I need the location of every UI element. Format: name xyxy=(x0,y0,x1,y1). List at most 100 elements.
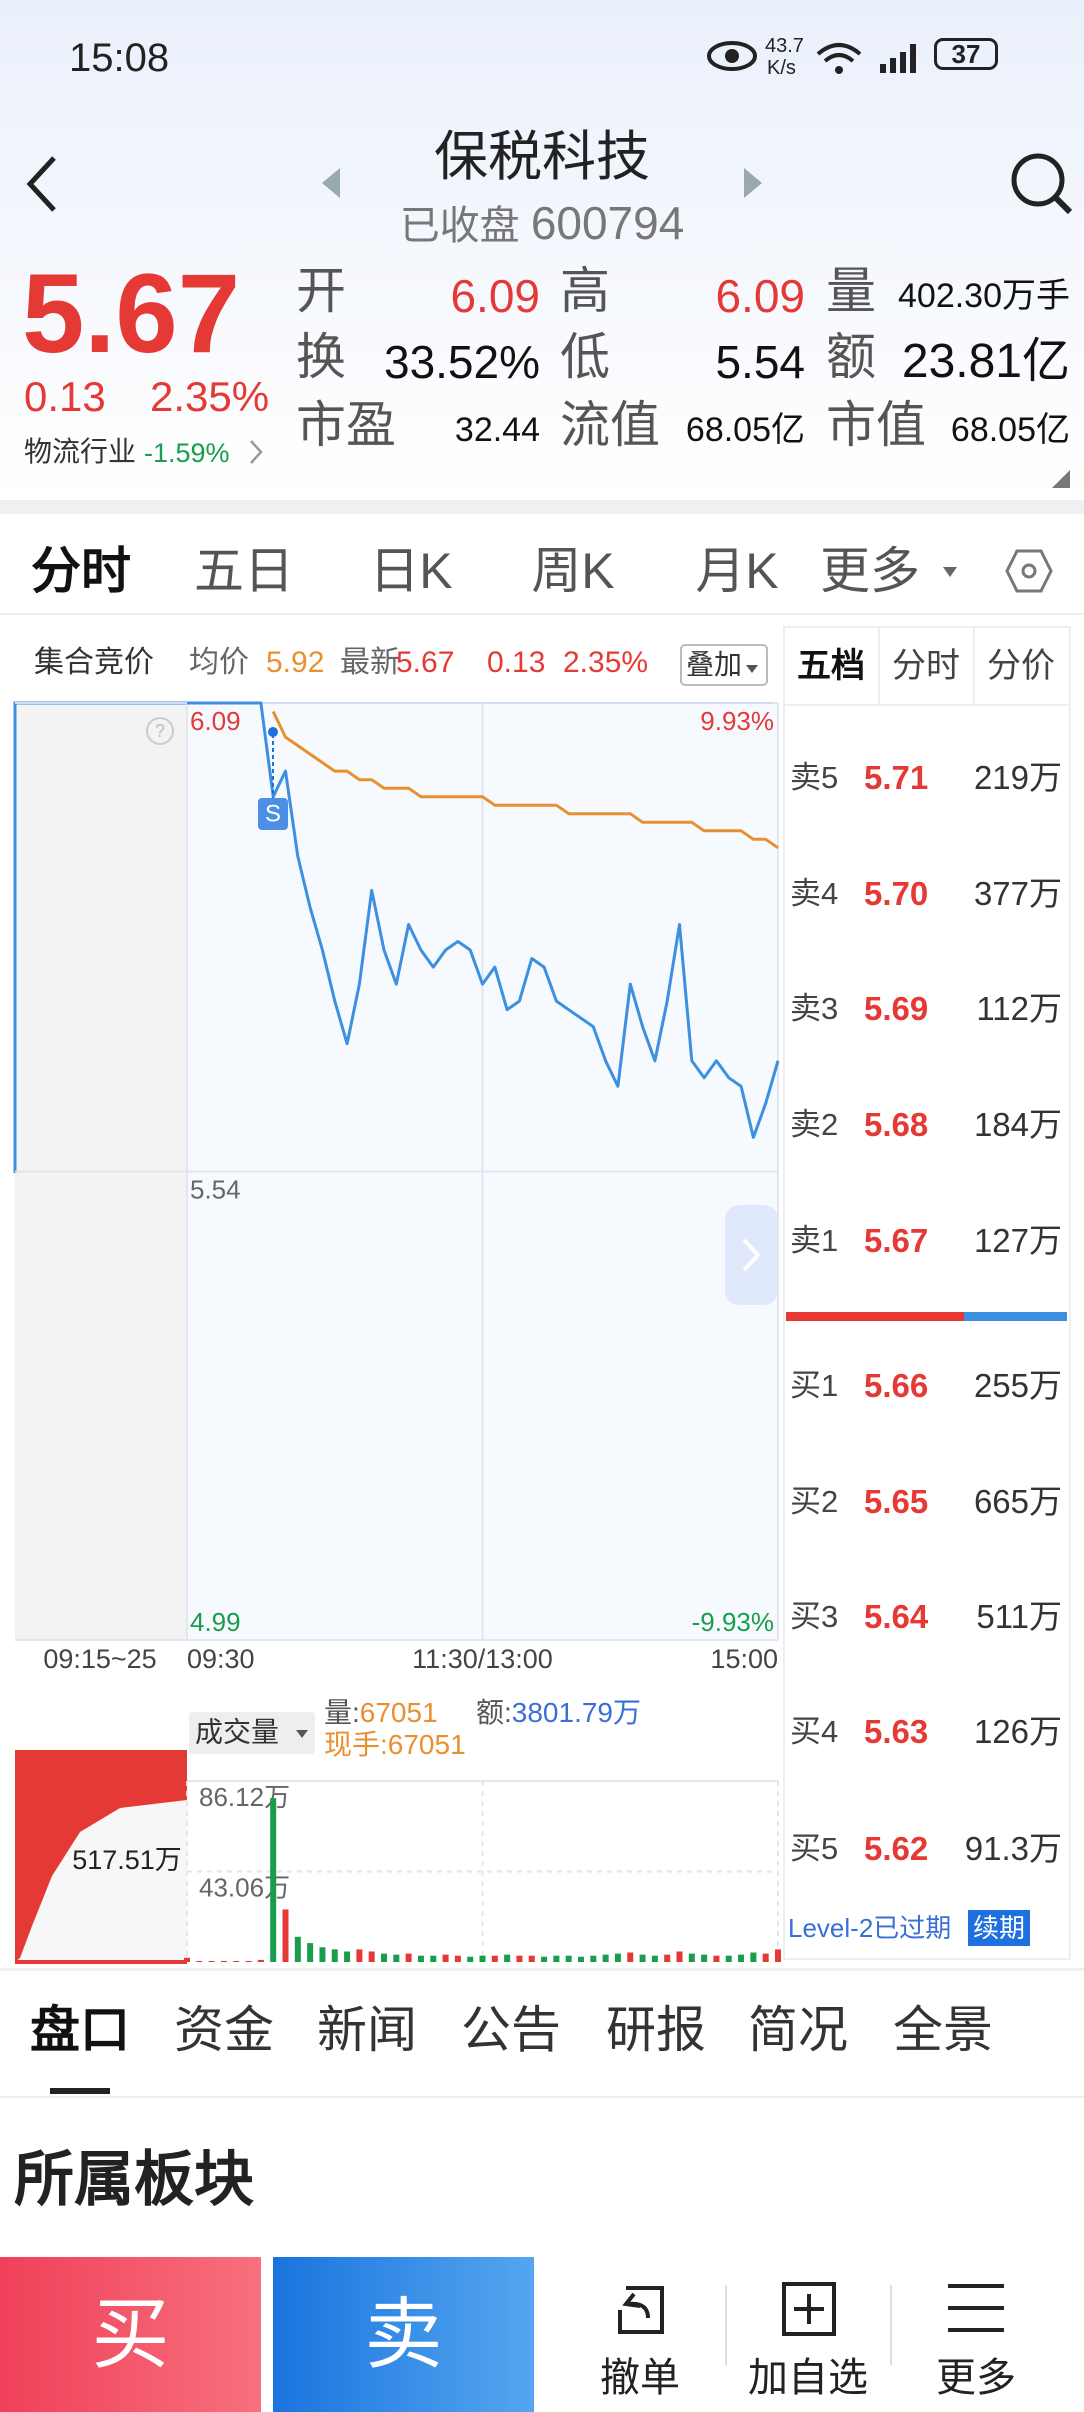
stat-value: 33.52% xyxy=(383,336,540,388)
stat-label: 额 xyxy=(826,329,876,385)
stat-value: 68.05亿 xyxy=(685,411,805,449)
bottom-tab[interactable]: 简况 xyxy=(748,2002,848,2058)
volume-bar xyxy=(294,1936,301,1962)
volume-bar xyxy=(356,1949,363,1962)
volume-bar xyxy=(639,1954,646,1962)
order-book-tab[interactable]: 分时 xyxy=(892,647,960,685)
action-item[interactable]: 更多 xyxy=(936,2356,1016,2400)
tab-divider xyxy=(878,626,880,706)
search-button[interactable] xyxy=(1008,150,1074,216)
order-book-tab-line xyxy=(783,704,1071,706)
order-volume: 511万 xyxy=(976,1598,1062,1635)
status-time: 15:08 xyxy=(69,36,170,80)
order-book-tab[interactable]: 分价 xyxy=(987,647,1055,685)
volume-bar xyxy=(220,1960,227,1962)
stock-subtitle: 已收盘 600794 xyxy=(0,200,1084,246)
volume-bar xyxy=(331,1949,338,1962)
market-status: 已收盘 xyxy=(399,204,520,248)
back-button[interactable] xyxy=(24,154,60,214)
corner-mark xyxy=(1052,470,1070,488)
next-stock[interactable] xyxy=(742,166,764,200)
trade-dot xyxy=(268,727,278,737)
bottom-tab[interactable]: 资金 xyxy=(174,2002,274,2058)
volume-bar xyxy=(775,1949,781,1962)
action-item[interactable]: 加自选 xyxy=(748,2356,868,2400)
help-icon[interactable] xyxy=(146,717,174,745)
tab-divider xyxy=(973,626,975,706)
bottom-tab[interactable]: 研报 xyxy=(606,2002,706,2058)
volume-bar xyxy=(184,1957,190,1962)
legend-value: 3801.79万 xyxy=(512,1697,641,1728)
stat-value: 23.81亿 xyxy=(901,335,1070,388)
level2-status: Level-2已过期 xyxy=(788,1913,952,1943)
chart-tab[interactable]: 日K xyxy=(369,543,453,599)
bottom-tab[interactable]: 新闻 xyxy=(317,2002,417,2058)
volume-selector[interactable] xyxy=(189,1712,315,1754)
overlay-label: 叠加 xyxy=(686,649,743,680)
volume-bar xyxy=(393,1954,400,1962)
volume-title: 成交量 xyxy=(195,1716,279,1747)
volume-bar xyxy=(590,1955,597,1962)
prev-stock[interactable] xyxy=(320,166,342,200)
volume-bar xyxy=(713,1955,720,1962)
auction-volume-area xyxy=(15,1750,187,1962)
volume-bar xyxy=(762,1953,769,1962)
chart-tab[interactable]: 五日 xyxy=(194,543,294,599)
order-level: 买2 xyxy=(790,1484,839,1519)
stat-value: 402.30万手 xyxy=(898,277,1070,315)
auction-tab[interactable]: 集合竞价 xyxy=(34,646,154,679)
bid-ratio-bar xyxy=(964,1312,1067,1321)
stock-name: 保税科技 xyxy=(434,127,650,187)
order-price: 5.68 xyxy=(864,1106,929,1143)
volume-bar xyxy=(491,1955,498,1962)
volume-bar xyxy=(208,1960,215,1962)
volume-bar xyxy=(417,1955,424,1962)
order-price: 5.63 xyxy=(864,1713,929,1750)
overlay-button[interactable]: 叠加 xyxy=(680,644,768,686)
expand-tab[interactable] xyxy=(725,1205,778,1305)
chart-tab[interactable]: 月K xyxy=(695,543,779,599)
stat-label: 高 xyxy=(560,263,610,319)
help-mark: ? xyxy=(155,721,165,741)
tab-underline xyxy=(50,2088,110,2094)
volume-bar xyxy=(245,1960,252,1962)
renew-button[interactable]: 续期 xyxy=(968,1910,1030,1946)
volume-bar xyxy=(627,1952,634,1962)
action-item[interactable]: 撤单 xyxy=(600,2356,680,2400)
volume-bar xyxy=(725,1955,732,1962)
chart-tab[interactable]: 更多 xyxy=(820,543,920,599)
divider xyxy=(725,2285,727,2365)
auction-volume-label: 517.51万 xyxy=(72,1845,182,1875)
volume-bar xyxy=(430,1955,437,1962)
more-triangle xyxy=(943,567,957,577)
order-volume: 184万 xyxy=(973,1106,1062,1143)
bottom-tab[interactable]: 公告 xyxy=(461,2002,561,2058)
section-title: 所属板块 xyxy=(14,2146,254,2213)
order-price: 5.71 xyxy=(864,759,929,796)
divider xyxy=(890,2285,892,2365)
order-book-frame xyxy=(783,626,1071,1960)
stat-value: 6.09 xyxy=(450,270,540,322)
chart-tab[interactable]: 周K xyxy=(531,543,615,599)
settings-icon[interactable] xyxy=(1005,548,1053,594)
wifi-icon xyxy=(816,43,862,74)
y2-tick-label: -9.93% xyxy=(692,1607,774,1637)
sell-button[interactable]: 卖 xyxy=(273,2257,534,2412)
volume-bar xyxy=(381,1953,387,1962)
bottom-tab[interactable]: 盘口 xyxy=(30,2002,130,2058)
volume-tick-label: 86.12万 xyxy=(199,1782,290,1812)
bottom-tab[interactable]: 全景 xyxy=(893,2002,993,2058)
y-tick-label: 6.09 xyxy=(190,706,241,736)
industry[interactable]: 物流行业 xyxy=(24,436,137,467)
order-book-tab[interactable]: 五档 xyxy=(797,647,865,685)
volume-bar xyxy=(307,1943,314,1962)
latest-change: 0.13 xyxy=(487,646,546,679)
divider xyxy=(0,613,1084,615)
industry-arrow[interactable] xyxy=(248,438,264,466)
intraday-chart: ? 6.09 5.54 4.99 9.93% -9.93% 09:30 11:30/13:0… xyxy=(13,701,781,1964)
order-level: 买1 xyxy=(790,1368,839,1403)
buy-button[interactable]: 买 xyxy=(0,2257,261,2412)
order-volume: 91.3万 xyxy=(964,1830,1062,1867)
volume-bar xyxy=(528,1955,535,1962)
chart-tab[interactable]: 分时 xyxy=(31,543,131,599)
